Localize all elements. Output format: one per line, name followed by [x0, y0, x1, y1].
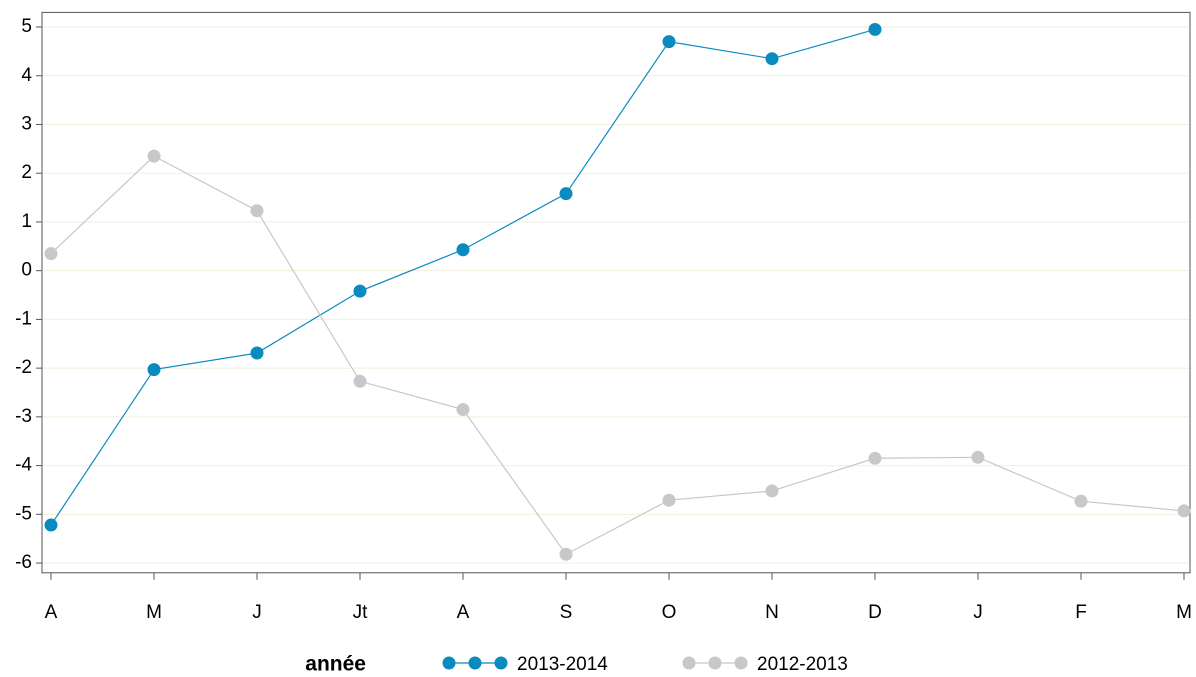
y-tick-label: -5: [15, 503, 32, 524]
legend-marker: [682, 656, 696, 670]
legend-title: année: [305, 653, 366, 676]
y-tick-label: 2: [21, 162, 32, 183]
point: [250, 204, 264, 218]
legend-marker: [442, 656, 456, 670]
y-tick-label: 3: [21, 113, 32, 134]
point: [765, 52, 779, 66]
legend-marker: [708, 656, 722, 670]
point: [971, 450, 985, 464]
series-line: [50, 28, 876, 526]
point: [353, 284, 367, 298]
point: [1074, 494, 1088, 508]
x-tick-label: J: [252, 602, 262, 623]
x-tick-label: F: [1075, 602, 1087, 623]
legend-label: 2012-2013: [757, 654, 848, 675]
point: [559, 547, 573, 561]
y-tick-label: -6: [15, 552, 32, 573]
y-tick-label: 5: [21, 16, 32, 37]
y-tick-label: -2: [15, 357, 32, 378]
point: [456, 243, 470, 257]
point: [147, 149, 161, 163]
point: [868, 22, 882, 36]
point: [765, 484, 779, 498]
y-tick-label: 4: [21, 65, 32, 86]
y-tick-label: -4: [15, 455, 32, 476]
y-tick-label: 1: [21, 211, 32, 232]
legend-marker: [494, 656, 508, 670]
point: [250, 346, 264, 360]
x-tick-label: D: [868, 602, 882, 623]
x-tick-label: J: [973, 602, 983, 623]
point: [559, 187, 573, 201]
point: [353, 374, 367, 388]
legend-marker: [734, 656, 748, 670]
legend-marker: [468, 656, 482, 670]
point: [662, 493, 676, 507]
x-tick-label: M: [146, 602, 162, 623]
y-tick-label: -1: [15, 308, 32, 329]
x-tick-label: A: [457, 602, 470, 623]
series-line: [50, 155, 1185, 556]
x-tick-label: Jt: [353, 602, 369, 623]
point: [662, 35, 676, 49]
point: [456, 403, 470, 417]
point: [44, 247, 58, 261]
x-tick-label: N: [765, 602, 779, 623]
point: [147, 363, 161, 377]
point: [1177, 504, 1191, 518]
plot-frame: [41, 11, 1191, 574]
point: [44, 518, 58, 532]
y-tick-label: -3: [15, 406, 32, 427]
x-tick-label: A: [45, 602, 58, 623]
point: [868, 451, 882, 465]
x-tick-label: O: [662, 602, 677, 623]
x-tick-label: M: [1176, 602, 1192, 623]
y-tick-label: 0: [21, 260, 32, 281]
legend-label: 2013-2014: [517, 654, 608, 675]
x-tick-label: S: [560, 602, 573, 623]
